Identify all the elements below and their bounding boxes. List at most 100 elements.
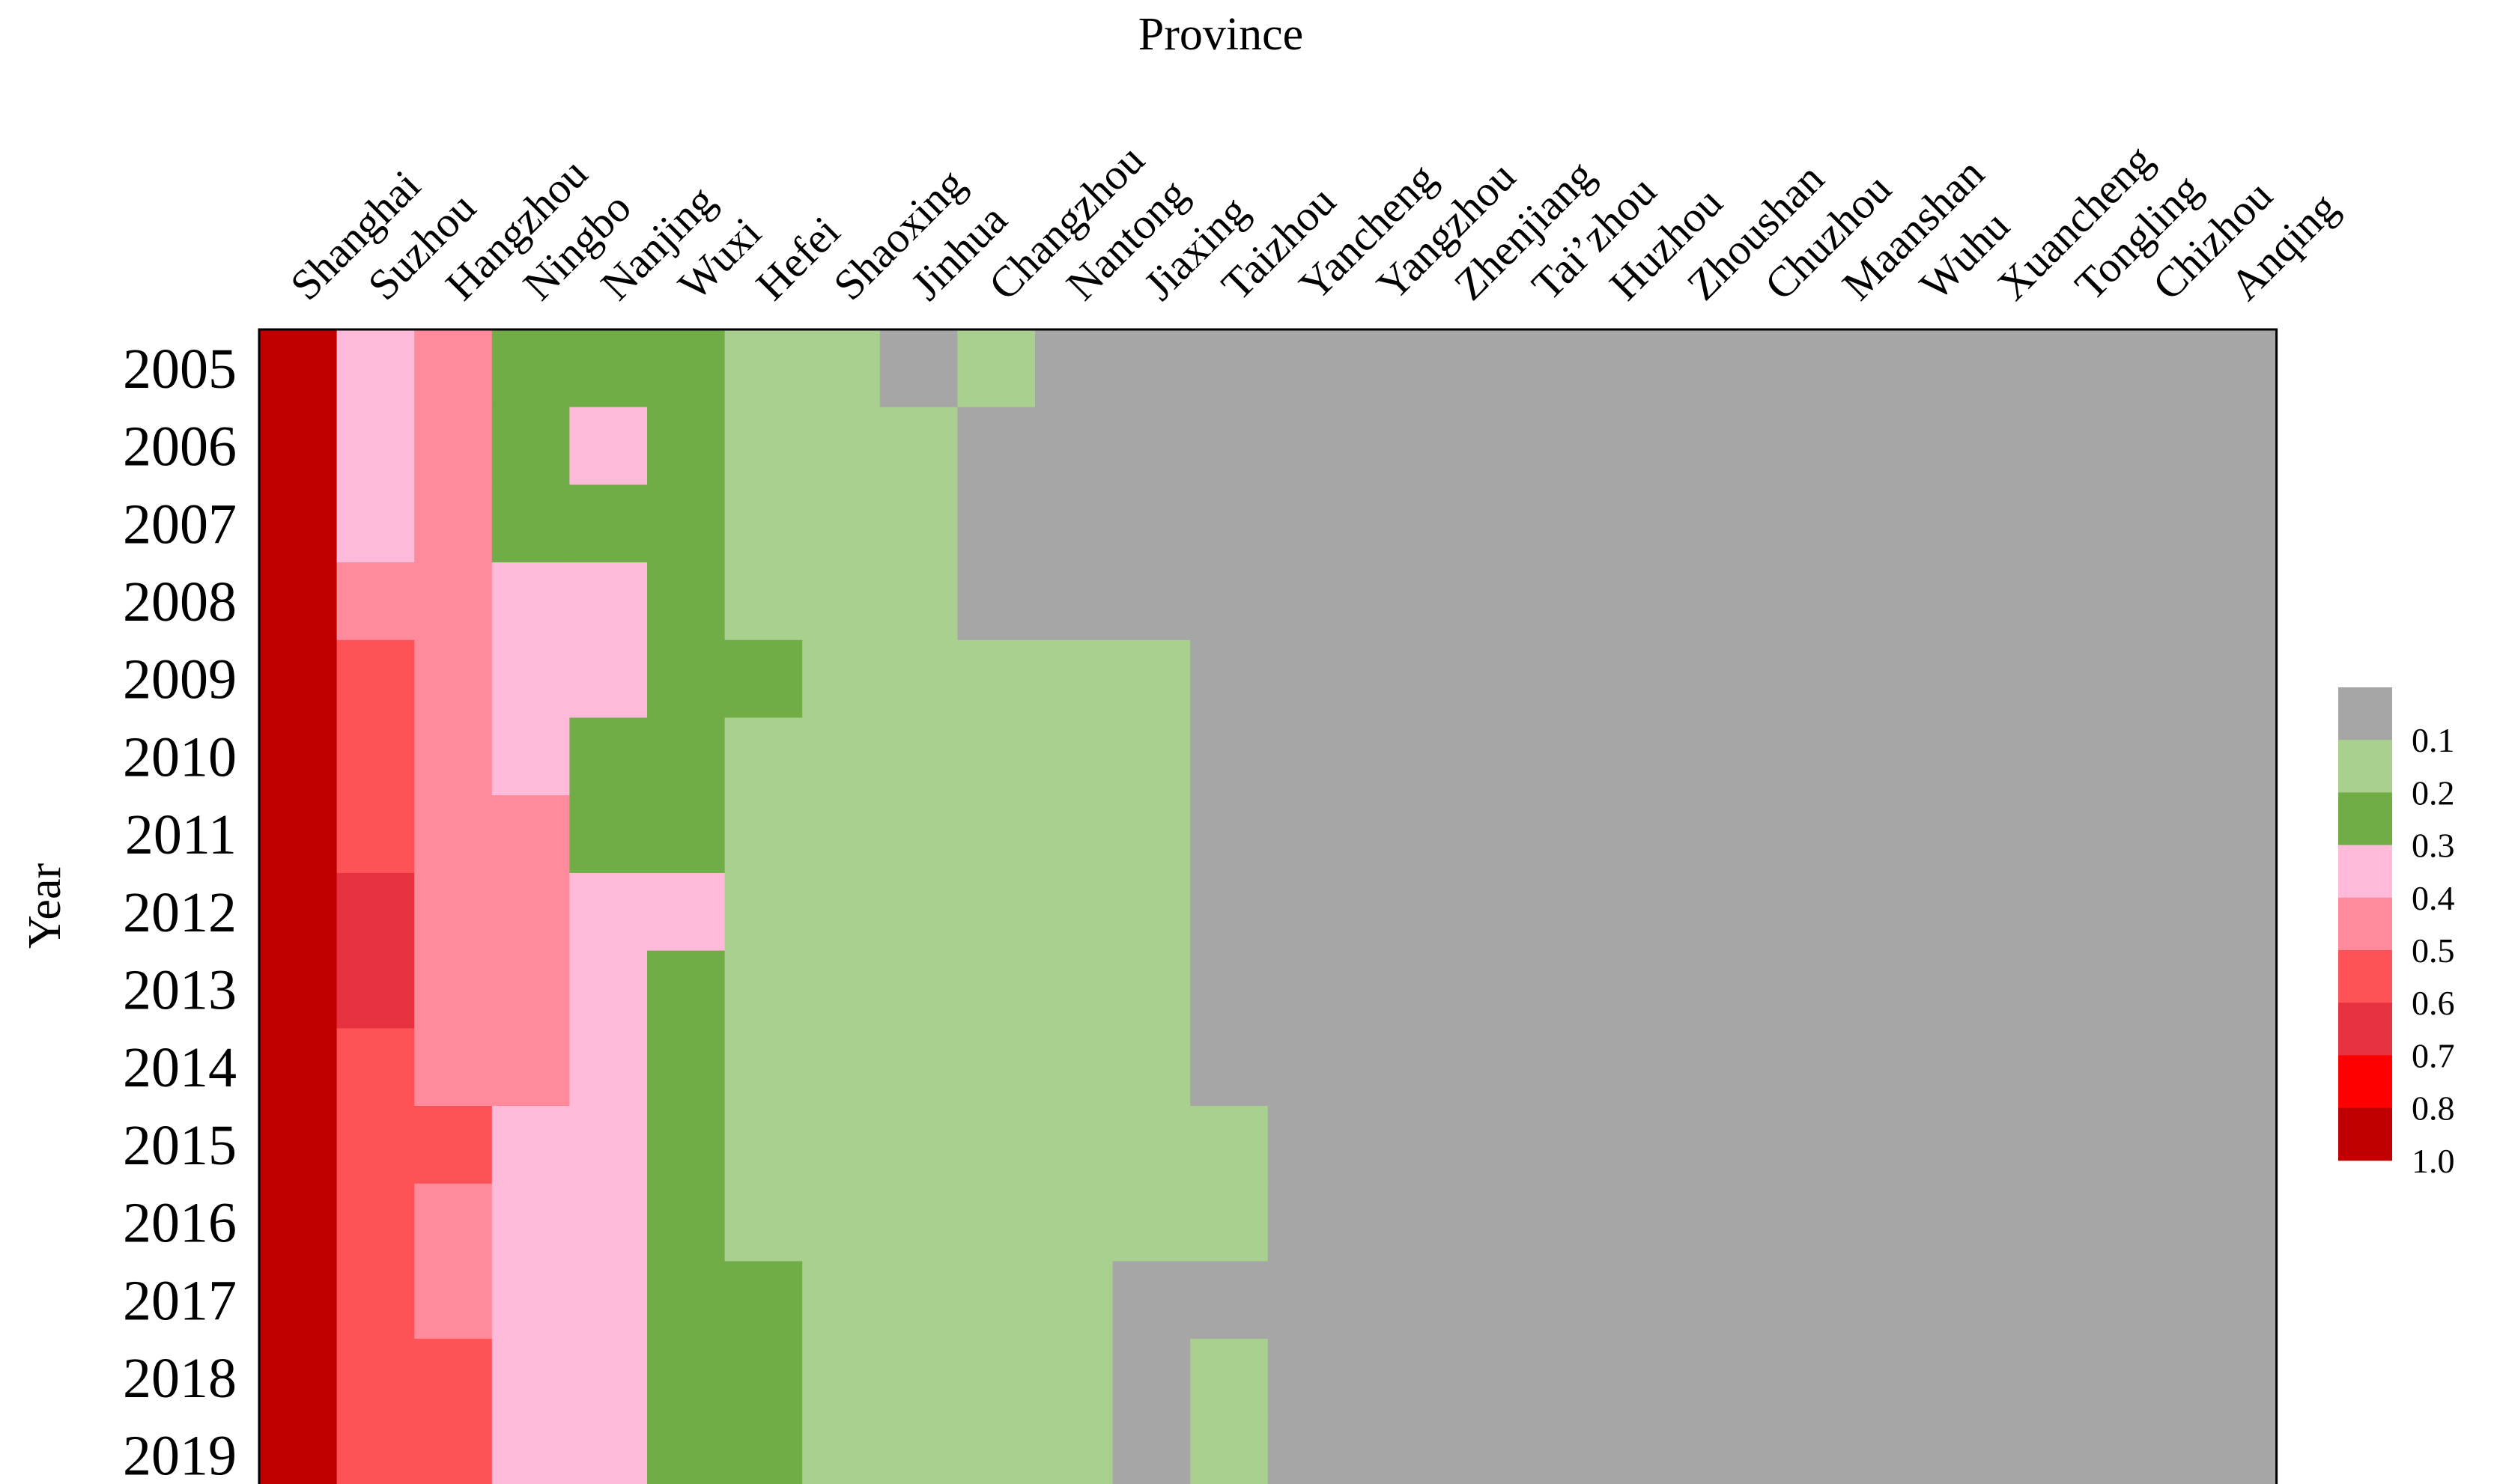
heatmap-cell bbox=[647, 484, 726, 563]
heatmap-cell bbox=[1888, 562, 1967, 641]
heatmap-cell bbox=[2199, 795, 2278, 874]
plot-frame bbox=[258, 328, 2278, 1484]
heatmap-cell bbox=[1888, 329, 1967, 408]
heatmap-cell bbox=[1267, 1183, 1346, 1262]
heatmap-cell bbox=[1655, 1416, 1734, 1484]
y-tick-label: 2005 bbox=[123, 338, 237, 401]
heatmap-cell bbox=[2199, 562, 2278, 641]
heatmap-cell bbox=[414, 407, 493, 485]
y-tick-label: 2015 bbox=[123, 1114, 237, 1177]
heatmap-cell bbox=[2121, 1261, 2200, 1339]
heatmap-cell bbox=[2043, 950, 2122, 1029]
heatmap-cell bbox=[259, 1261, 338, 1339]
heatmap-cell bbox=[1345, 1261, 1424, 1339]
heatmap-cell bbox=[414, 484, 493, 563]
heatmap-cell bbox=[414, 329, 493, 408]
heatmap-cell bbox=[1500, 1028, 1579, 1107]
heatmap-cell bbox=[879, 1339, 958, 1417]
heatmap-cell bbox=[1035, 1183, 1114, 1262]
heatmap-cell bbox=[879, 1261, 958, 1339]
heatmap-cell bbox=[1811, 484, 1890, 563]
heatmap-cell bbox=[1345, 872, 1424, 952]
heatmap-cell bbox=[1035, 484, 1114, 563]
heatmap-cell bbox=[1190, 407, 1269, 485]
heatmap-cell bbox=[491, 1416, 570, 1484]
heatmap-cell bbox=[2199, 1106, 2278, 1185]
heatmap-cell bbox=[1888, 795, 1967, 874]
heatmap-cell bbox=[1423, 950, 1502, 1029]
legend-swatch bbox=[2338, 950, 2392, 1003]
heatmap-cell bbox=[259, 1028, 338, 1107]
heatmap-cell bbox=[1190, 950, 1269, 1029]
heatmap-cell bbox=[569, 484, 648, 563]
heatmap-cell bbox=[259, 1183, 338, 1262]
heatmap-cell bbox=[1733, 1261, 1812, 1339]
color-legend: 0.1 0.2 0.3 0.4 0.5 0.6 0.7 0.8 1.0 bbox=[2338, 687, 2455, 1180]
heatmap-cell bbox=[569, 639, 648, 719]
heatmap-cell bbox=[1966, 795, 2045, 874]
heatmap-cell bbox=[1578, 407, 1657, 485]
heatmap-cell bbox=[802, 1339, 881, 1417]
heatmap-cell bbox=[336, 639, 415, 719]
heatmap-cell bbox=[1888, 872, 1967, 952]
heatmap-cell bbox=[802, 1106, 881, 1185]
heatmap-cell bbox=[647, 1183, 726, 1262]
heatmap-cell bbox=[1423, 717, 1502, 796]
heatmap-cell bbox=[957, 407, 1036, 485]
heatmap-cell bbox=[724, 872, 803, 952]
legend-label: 0.7 bbox=[2412, 1036, 2455, 1074]
heatmap-cell bbox=[1112, 1028, 1191, 1107]
heatmap-cell bbox=[802, 950, 881, 1029]
heatmap-cell bbox=[1578, 1106, 1657, 1185]
heatmap-cell bbox=[1267, 872, 1346, 952]
heatmap-cell bbox=[2043, 795, 2122, 874]
heatmap-cell bbox=[1655, 329, 1734, 408]
heatmap-cell bbox=[336, 407, 415, 485]
heatmap-cell bbox=[1190, 329, 1269, 408]
y-axis-title: Year bbox=[19, 863, 70, 949]
heatmap-cell bbox=[1500, 1183, 1579, 1262]
heatmap-cell bbox=[1733, 562, 1812, 641]
heatmap-cell bbox=[2121, 1416, 2200, 1484]
heatmap-cell bbox=[1190, 1261, 1269, 1339]
heatmap-cell bbox=[414, 639, 493, 719]
heatmap-cell bbox=[1267, 717, 1346, 796]
heatmap-cell bbox=[802, 1183, 881, 1262]
heatmap-cell bbox=[1655, 407, 1734, 485]
heatmap-cell bbox=[1888, 1183, 1967, 1262]
heatmap-cell bbox=[1423, 1339, 1502, 1417]
heatmap-cell bbox=[647, 872, 726, 952]
heatmap-cell bbox=[569, 1183, 648, 1262]
y-tick-label: 2006 bbox=[123, 416, 237, 478]
heatmap-cell bbox=[1966, 872, 2045, 952]
heatmap-cell bbox=[1112, 717, 1191, 796]
heatmap-cell bbox=[1190, 1339, 1269, 1417]
heatmap-cell bbox=[1112, 484, 1191, 563]
heatmap-cell bbox=[1500, 639, 1579, 719]
heatmap-cell bbox=[2121, 1106, 2200, 1185]
heatmap-cell bbox=[259, 1416, 338, 1484]
heatmap-cell bbox=[569, 950, 648, 1029]
heatmap-cell bbox=[1655, 717, 1734, 796]
heatmap-cell bbox=[491, 329, 570, 408]
heatmap-cell bbox=[1888, 484, 1967, 563]
heatmap-cell bbox=[2121, 950, 2200, 1029]
heatmap-cell bbox=[259, 950, 338, 1029]
heatmap-cell bbox=[259, 639, 338, 719]
heatmap-cell bbox=[1966, 1106, 2045, 1185]
heatmap-cell bbox=[2121, 1339, 2200, 1417]
legend-swatch bbox=[2338, 1107, 2392, 1161]
heatmap-cell bbox=[724, 639, 803, 719]
heatmap-cell bbox=[1035, 329, 1114, 408]
heatmap-cell bbox=[1345, 1106, 1424, 1185]
heatmap-cell bbox=[2043, 1416, 2122, 1484]
heatmap-cell bbox=[879, 407, 958, 485]
heatmap-cell bbox=[569, 1028, 648, 1107]
heatmap-cell bbox=[957, 639, 1036, 719]
heatmap-cell bbox=[491, 1106, 570, 1185]
y-tick-label: 2007 bbox=[123, 493, 237, 556]
heatmap-cell bbox=[1733, 717, 1812, 796]
heatmap-cell bbox=[1035, 872, 1114, 952]
heatmap-cell bbox=[1112, 1106, 1191, 1185]
heatmap-cell bbox=[491, 562, 570, 641]
